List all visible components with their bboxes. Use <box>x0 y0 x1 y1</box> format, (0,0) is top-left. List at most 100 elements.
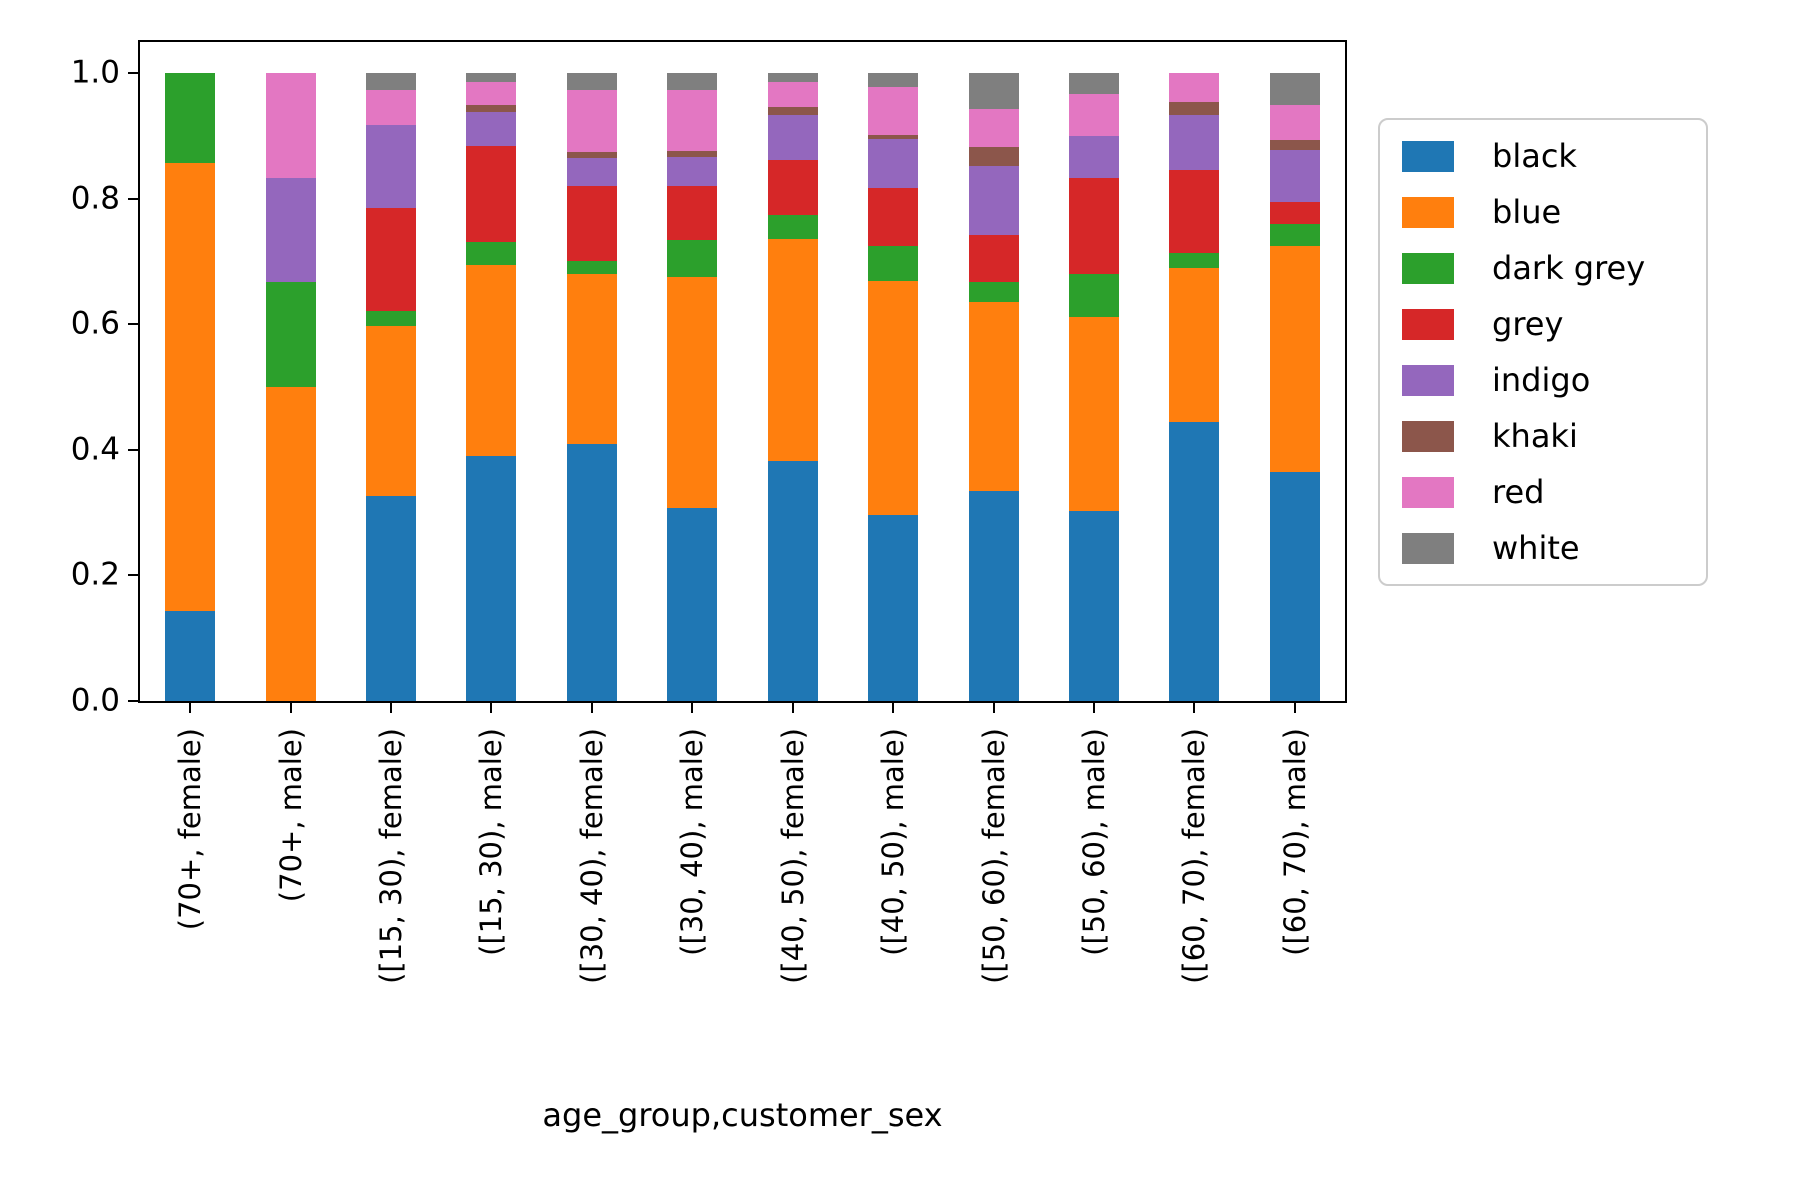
x-tick-label: ([40, 50), female) <box>775 728 810 984</box>
x-tick-label: ([15, 30), male) <box>474 728 509 956</box>
legend-item: white <box>1380 520 1706 576</box>
x-tick-label: (70+, male) <box>273 728 308 903</box>
legend-label: khaki <box>1492 417 1578 455</box>
bar-segment-khaki <box>968 146 1019 167</box>
bar-segment-white <box>466 73 517 82</box>
bar-segment-red <box>1068 94 1119 137</box>
y-tick-label: 0.6 <box>70 305 120 342</box>
bar <box>1169 73 1220 701</box>
x-tick-label: ([30, 40), male) <box>675 728 710 956</box>
bar-segment-indigo <box>667 156 718 186</box>
x-axis-label: age_group,customer_sex <box>542 1096 943 1134</box>
bar <box>968 73 1019 701</box>
y-tick-mark <box>128 323 138 326</box>
bar-segment-blue <box>1068 316 1119 512</box>
bar-segment-black <box>968 491 1019 701</box>
bar-segment-dark-grey <box>1169 252 1220 268</box>
legend-label: indigo <box>1492 361 1591 399</box>
x-tick-label: ([40, 50), male) <box>876 728 911 956</box>
y-tick-mark <box>128 448 138 451</box>
bar-segment-white <box>1068 73 1119 95</box>
bar-segment-grey <box>366 207 417 311</box>
bar-segment-blue <box>265 387 316 701</box>
bar-segment-blue <box>566 274 617 444</box>
legend-label: grey <box>1492 305 1564 343</box>
bar-segment-blue <box>366 326 417 497</box>
x-tick-mark <box>1193 703 1196 713</box>
bar-segment-red <box>466 81 517 105</box>
y-tick-mark <box>128 700 138 702</box>
bar-segment-black <box>868 515 919 701</box>
legend-label: dark grey <box>1492 249 1646 287</box>
bar-segment-grey <box>1068 177 1119 275</box>
bar-segment-white <box>667 73 718 91</box>
bar <box>165 73 216 701</box>
bar-segment-khaki <box>566 151 617 158</box>
bar-segment-indigo <box>868 138 919 188</box>
legend-label: red <box>1492 473 1545 511</box>
bar-segment-blue <box>767 239 818 462</box>
bar-segment-grey <box>868 187 919 246</box>
y-tick-label: 0.2 <box>70 556 120 593</box>
legend-swatch-grey <box>1402 308 1454 340</box>
bar-segment-white <box>767 73 818 82</box>
bar-segment-blue <box>1269 245 1320 472</box>
legend-item: khaki <box>1380 408 1706 464</box>
bar-segment-khaki <box>667 150 718 157</box>
legend-label: black <box>1492 137 1577 175</box>
bar-segment-dark-grey <box>165 73 216 164</box>
legend-swatch-red <box>1402 476 1454 508</box>
bar-segment-blue <box>466 265 517 457</box>
bar-segment-dark-grey <box>667 240 718 278</box>
bar-segment-black <box>566 443 617 701</box>
bar-segment-blue <box>1169 267 1220 422</box>
legend-item: blue <box>1380 184 1706 240</box>
x-tick-mark <box>992 703 995 713</box>
x-tick-label: ([60, 70), female) <box>1177 728 1212 984</box>
x-tick-label: (70+, female) <box>173 728 208 931</box>
bar-segment-khaki <box>466 104 517 113</box>
bar-segment-blue <box>968 301 1019 492</box>
x-tick-mark <box>289 703 292 713</box>
x-tick-label: ([60, 70), male) <box>1277 728 1312 956</box>
bar-segment-khaki <box>868 134 919 139</box>
bar-segment-indigo <box>566 157 617 186</box>
bar-segment-khaki <box>767 107 818 116</box>
legend-swatch-white <box>1402 532 1454 564</box>
y-tick-label: 0.4 <box>70 431 120 468</box>
bar <box>667 73 718 701</box>
x-tick-mark <box>1293 703 1296 713</box>
bar-segment-white <box>1269 73 1320 105</box>
bar <box>566 73 617 701</box>
x-tick-label: ([30, 40), female) <box>574 728 609 984</box>
bar-segment-grey <box>466 146 517 242</box>
legend-item: grey <box>1380 296 1706 352</box>
x-tick-label: ([50, 60), female) <box>976 728 1011 984</box>
y-tick-label: 1.0 <box>70 54 120 91</box>
bar-segment-grey <box>767 160 818 216</box>
bar-segment-grey <box>1269 202 1320 225</box>
bar-segment-red <box>767 81 818 108</box>
bar-segment-indigo <box>466 112 517 147</box>
x-tick-mark <box>1092 703 1095 713</box>
bar-segment-indigo <box>767 115 818 161</box>
bar-segment-dark-grey <box>868 246 919 281</box>
bar-segment-black <box>1169 421 1220 701</box>
bar-segment-white <box>968 73 1019 110</box>
bar-segment-dark-grey <box>1269 224 1320 246</box>
bar <box>366 73 417 701</box>
bar-segment-dark-grey <box>968 282 1019 302</box>
bar-segment-black <box>767 461 818 701</box>
bar-segment-black <box>366 496 417 701</box>
legend-item: dark grey <box>1380 240 1706 296</box>
bar-segment-grey <box>968 235 1019 283</box>
bar-segment-blue <box>165 163 216 612</box>
bar-segment-dark-grey <box>1068 274 1119 317</box>
legend-swatch-dark-grey <box>1402 252 1454 284</box>
bar <box>265 73 316 701</box>
legend-swatch-khaki <box>1402 420 1454 452</box>
bar-segment-indigo <box>968 166 1019 236</box>
bar-segment-red <box>366 89 417 125</box>
x-tick-mark <box>691 703 694 713</box>
legend: black blue dark grey grey indigo khaki red whit… <box>1378 118 1708 586</box>
